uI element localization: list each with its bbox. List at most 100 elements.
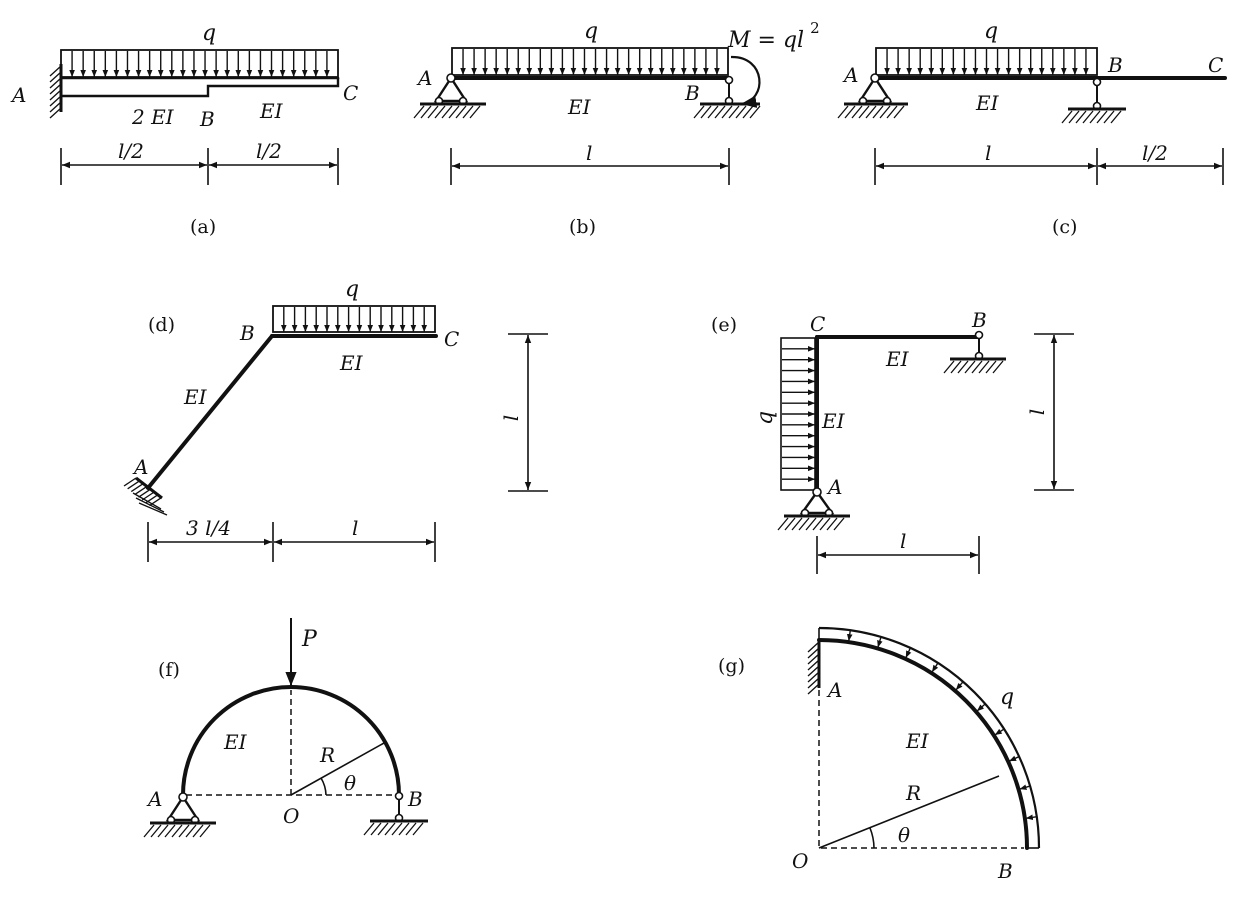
dimension-line-e-horizontal [816,536,980,574]
load-label-q: q [1000,685,1014,710]
stiffness-label-right: EI [259,99,284,123]
load-label-q: q [345,277,359,302]
diagram-d: q A B C EI EI 3 l/4 l l (d) [123,277,548,562]
point-label-B: B [239,321,255,345]
stiffness-label: EI [975,91,1000,115]
diagram-b: q M = ql 2 A B EI l (b) [413,19,820,238]
dimension-line-b [450,148,730,185]
point-label-O: O [283,804,299,828]
radius-label: R [319,743,335,767]
moment-exponent: 2 [810,19,820,37]
load-label-q: q [202,21,216,46]
point-label-C: C [1208,53,1223,77]
angle-label: θ [898,823,910,847]
point-label-C: C [444,327,459,351]
dimension-label-vertical: l [499,415,523,421]
roller-support-B [363,791,428,836]
pin-support-A [777,487,850,531]
stiffness-label-left: 2 EI [131,105,175,129]
stiffness-label: EI [905,729,930,753]
dimension-label: l [586,141,592,165]
caption-d: (d) [148,314,175,336]
pin-support-A [837,73,908,119]
load-label-q: q [984,19,998,44]
roller-support-B [943,330,1006,374]
load-arrow [877,637,883,648]
load-arrow [1025,814,1037,821]
fixed-support-A [123,476,168,516]
stiffness-label: EI [223,730,248,754]
load-boundary-outer [818,626,1041,849]
load-arrow [955,681,964,691]
stiffness-label-inclined: EI [183,385,208,409]
point-label-A: A [416,66,432,90]
point-label-A: A [826,475,842,499]
radius-label: R [905,781,921,805]
diagram-e: q A B C EI EI l l (e) [711,308,1074,574]
dimension-line-c [874,148,1224,185]
point-label-O: O [792,849,808,873]
stiffness-label-column: EI [821,409,846,433]
fixed-support-a [49,64,63,119]
caption-g: (g) [718,655,745,677]
roller-support-B [1061,77,1126,124]
diagram-a: q A B C 2 EI EI l/2 l/2 (a) [10,21,358,238]
caption-a: (a) [190,216,216,238]
dimension-label-horizontal: l [900,529,906,553]
pin-support-A [143,792,216,838]
load-arrow [976,703,986,712]
dimension-label-2: l/2 [256,139,282,163]
point-label-B: B [997,859,1013,883]
point-label-B: B [199,107,215,131]
caption-f: (f) [158,659,180,681]
caption-b: (b) [569,216,596,238]
caption-c: (c) [1052,216,1077,238]
angle-arc [869,827,875,849]
cantilever-beam [59,76,340,98]
point-label-A: A [826,678,842,702]
distributed-load-d [272,305,436,333]
point-label-B: B [971,308,987,332]
diagram-g: q A B O EI R θ (g) [718,626,1041,883]
point-label-A: A [842,63,858,87]
load-arrow [931,662,939,673]
point-label-A: A [146,787,162,811]
diagram-f: P A B O EI R θ (f) [143,618,428,838]
quarter-arch-inner [817,638,1029,850]
point-label-B: B [1107,53,1123,77]
load-arrow [994,728,1005,736]
caption-e: (e) [711,314,737,336]
distributed-load-c [875,47,1098,76]
load-arrow [846,630,853,642]
load-arrow [1008,755,1019,762]
point-label-A: A [132,455,148,479]
dimension-label-vertical: l [1025,409,1049,415]
point-label-C: C [810,312,825,336]
load-arrow [905,648,912,659]
inclined-member-AB [146,334,274,490]
fixed-support-A [807,640,821,695]
load-label-q: q [584,19,598,44]
dimension-line-e-vertical [1034,333,1074,491]
point-label-C: C [343,81,358,105]
semicircular-arch [181,685,401,797]
dimension-label-1: l/2 [118,139,144,163]
dimension-label-3l4: 3 l/4 [186,516,231,540]
radius-line [290,742,385,796]
moment-label: M = ql 2 [727,19,820,53]
load-arrow [1019,784,1030,790]
moment-arrow [730,55,761,108]
load-label-q: q [753,411,778,425]
point-label-B: B [407,787,423,811]
angle-arc [320,777,327,796]
radius-line [818,775,1000,849]
dimension-line-a [60,148,339,185]
distributed-load-b [451,47,729,76]
angle-label: θ [344,771,356,795]
radial-distributed-load [846,630,1037,821]
dimension-label-1: l [985,141,991,165]
point-label-B: B [684,81,700,105]
dimension-label-l: l [352,516,358,540]
dimension-label-2: l/2 [1142,141,1168,165]
diagram-c: q A B C EI l l/2 (c) [837,19,1227,238]
